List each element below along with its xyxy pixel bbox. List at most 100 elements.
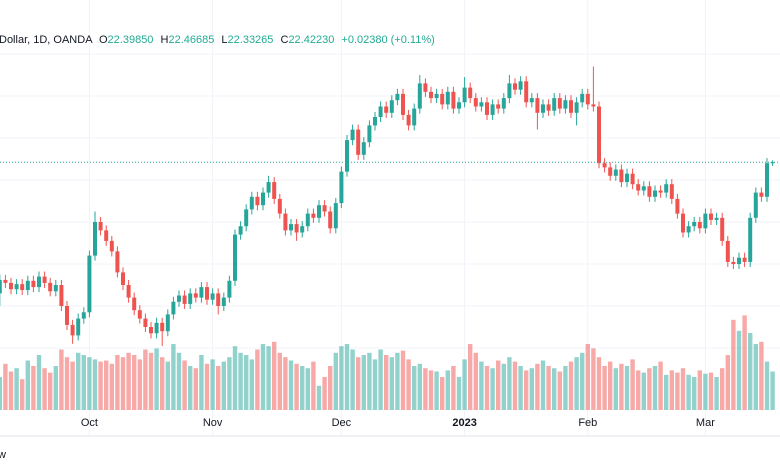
volume-bar [512,361,518,410]
candle-body [367,125,372,143]
volume-bar [115,355,120,410]
volume-pane [0,315,775,410]
volume-bar [36,355,42,410]
volume-bar [104,360,109,410]
volume-bar [260,344,266,410]
ohlc-key: H [161,34,169,46]
volume-bar [165,361,170,410]
volume-bar [154,348,159,410]
candle-body [149,327,153,334]
time-axis: Oct Nov Dec 2023 Feb Mar [81,417,715,429]
volume-bar [249,359,254,410]
volume-bar [171,344,176,410]
volume-bar [238,352,243,410]
candle-body [53,285,58,292]
volume-bar [770,371,775,410]
candle-body [742,257,747,262]
candle-body [93,222,97,256]
volume-bar [518,366,523,410]
candle-body [641,186,646,191]
candle-body [165,314,170,332]
candle-body [132,297,137,311]
candle-body [490,104,495,115]
candle-body [272,182,277,199]
volume-bar [199,355,204,410]
volume-bar [412,366,417,410]
candle-body [748,217,753,262]
candle-body [552,98,557,111]
candle-body [137,310,142,319]
x-tick-label: Oct [81,417,98,429]
volume-bar [725,355,730,410]
candle-body [266,182,271,193]
candle-body [524,81,529,103]
candle-body [384,106,389,113]
candle-body [591,104,596,107]
candle-body [305,213,310,227]
volume-bar [479,361,484,410]
volume-bar [568,361,574,410]
candle-body [546,104,551,111]
volume-bar [98,361,103,410]
volume-bar [585,344,590,410]
candle-body [557,98,562,109]
candle-body [216,293,221,306]
candle-body [160,322,165,332]
candle-body [311,213,316,218]
candle-body [423,83,428,92]
volume-bar [378,349,383,410]
volume-bar [300,366,305,410]
candle-body [59,285,64,306]
volume-bar [490,368,495,410]
candle-body [333,203,338,229]
volume-bar [221,361,226,410]
candle-body [619,169,624,183]
volume-bar [619,363,624,410]
volume-bar [350,349,355,410]
volume-bar [384,355,389,410]
volume-bar [277,352,282,410]
volume-bar [423,368,428,410]
volume-bar [669,370,674,410]
volume-bar [440,377,445,410]
candle-body [681,213,685,233]
change: +0.02380 (+0.11%) [341,34,434,46]
volume-bar [356,357,361,410]
volume-bar [580,352,585,410]
candle-body [541,104,545,113]
candle-body [182,295,187,304]
candle-body [692,222,697,227]
volume-bar [764,361,770,410]
x-tick-label: Nov [203,417,223,429]
x-tick-label: 2023 [452,417,476,429]
candle-body [76,318,81,336]
candle-body [401,93,405,115]
volume-bar [344,344,350,410]
volume-bar [53,366,58,410]
candle-body [210,293,215,300]
volume-bar [216,366,221,410]
candle-body [429,91,433,99]
volume-bar [20,379,25,410]
volume-bar [0,377,2,410]
volume-bar [182,360,187,410]
candle-body [636,184,641,191]
candle-body [417,83,422,109]
candle-body [205,287,209,300]
candle-body [507,83,512,99]
volume-bar [630,359,635,410]
candle-body [109,240,114,252]
candle-body [154,322,159,334]
candle-body [350,129,355,141]
candle-body [31,280,36,288]
volume-bar [636,370,641,410]
candle-body [294,224,299,233]
volume-bar [714,377,719,410]
candle-body [658,190,663,193]
volume-bar [540,360,546,410]
candle-body [339,171,344,204]
candle-body [322,205,327,212]
candle-body [289,224,293,231]
volume-bar [176,352,182,410]
